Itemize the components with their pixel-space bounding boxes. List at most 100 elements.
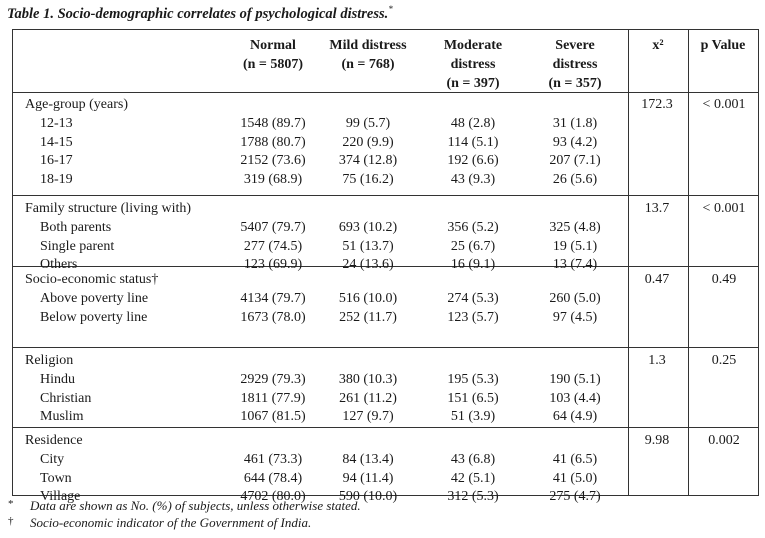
row-label: Above poverty line [40,290,149,306]
cell-normal: 4702 (80.0) [240,489,306,505]
row-label: 12-13 [40,115,73,131]
cell-normal: 1788 (80.7) [240,134,306,150]
section-title: Residence [25,433,83,448]
cell-normal: 461 (73.3) [243,451,303,467]
row-label: Single parent [40,238,115,254]
cell-normal: 1548 (89.7) [240,115,306,131]
row-label: 18-19 [40,172,73,188]
cell-severe: 64 (4.9) [552,409,598,425]
cell-normal: 319 (68.9) [243,172,303,188]
cell-mild: 51 (13.7) [342,238,394,254]
cell-moderate: 16 (9.1) [450,257,496,273]
chi-square-value: 13.7 [644,201,670,216]
section-title: Religion [25,353,74,368]
section-divider [13,195,758,196]
section-title: Family structure (living with) [25,201,192,216]
cell-mild: 590 (10.0) [338,489,398,505]
cell-mild: 252 (11.7) [339,309,397,325]
header-moderate-line-3: (n = 397) [446,76,500,91]
cell-normal: 4134 (79.7) [240,290,306,306]
cell-mild: 220 (9.9) [342,134,394,150]
cell-mild: 261 (11.2) [339,390,397,406]
cell-moderate: 43 (6.8) [450,451,496,467]
cell-moderate: 192 (6.6) [447,153,499,169]
cell-mild: 693 (10.2) [338,219,398,235]
column-divider-chi [628,30,629,495]
cell-moderate: 51 (3.9) [450,409,496,425]
cell-severe: 31 (1.8) [552,115,598,131]
header-normal: Normal (n = 5807) [213,36,333,74]
p-value: 0.002 [708,433,740,448]
cell-normal: 1673 (78.0) [240,309,306,325]
cell-severe: 260 (5.0) [549,290,601,306]
footnote-1-text: Data are shown as No. (%) of subjects, u… [30,498,361,513]
chi-square-value: 1.3 [648,353,666,368]
cell-severe: 190 (5.1) [549,371,601,387]
cell-moderate: 123 (5.7) [447,309,499,325]
footnote-2-mark: † [8,515,14,527]
cell-moderate: 274 (5.3) [447,290,499,306]
cell-moderate: 312 (5.3) [447,489,499,505]
table-caption: Table 1. Socio-demographic correlates of… [7,4,393,23]
cell-mild: 24 (13.6) [342,257,394,273]
header-moderate-line-1: Moderate [443,38,503,53]
header-mild: Mild distress (n = 768) [313,36,423,74]
section-title: Socio-economic status† [25,272,159,287]
section-title: Age-group (years) [25,97,129,112]
row-label: 14-15 [40,134,73,150]
row-label: Village [40,489,81,505]
cell-severe: 41 (5.0) [552,470,598,486]
header-normal-line-2: (n = 5807) [242,57,304,72]
cell-moderate: 43 (9.3) [450,172,496,188]
row-label: Muslim [40,409,84,425]
header-moderate: Moderate distress (n = 397) [423,36,523,93]
chi-square-value: 172.3 [641,97,673,112]
cell-mild: 380 (10.3) [338,371,398,387]
header-divider [13,92,758,93]
caption-mark: * [388,4,393,14]
cell-mild: 127 (9.7) [342,409,394,425]
cell-moderate: 42 (5.1) [450,470,496,486]
header-p-value: p Value [700,38,746,53]
header-severe-line-1: Severe [555,38,595,53]
cell-normal: 1067 (81.5) [240,409,306,425]
cell-severe: 97 (4.5) [552,309,598,325]
row-label: Town [40,470,72,486]
cell-normal: 2929 (79.3) [240,371,306,387]
cell-moderate: 25 (6.7) [450,238,496,254]
footnote-1-mark: * [8,498,14,510]
footnote-2-text: Socio-economic indicator of the Governme… [30,515,312,530]
header-severe-line-2: distress [552,57,598,72]
header-normal-line-1: Normal [250,38,296,53]
cell-severe: 207 (7.1) [549,153,601,169]
p-value: < 0.001 [702,97,746,112]
cell-normal: 644 (78.4) [243,470,303,486]
cell-mild: 84 (13.4) [342,451,394,467]
chi-square-value: 9.98 [644,433,670,448]
cell-severe: 325 (4.8) [549,219,601,235]
row-label: Christian [40,390,92,406]
cell-severe: 26 (5.6) [552,172,598,188]
header-moderate-line-2: distress [450,57,496,72]
cell-moderate: 151 (6.5) [447,390,499,406]
cell-moderate: 48 (2.8) [450,115,496,131]
cell-severe: 93 (4.2) [552,134,598,150]
cell-severe: 41 (6.5) [552,451,598,467]
header-severe: Severe distress (n = 357) [525,36,625,93]
row-label: 16-17 [40,153,73,169]
row-label: Others [40,257,78,273]
cell-moderate: 195 (5.3) [447,371,499,387]
header-severe-line-3: (n = 357) [548,76,602,91]
cell-moderate: 114 (5.1) [447,134,499,150]
section-divider [13,427,758,428]
p-value: 0.25 [711,353,737,368]
cell-normal: 1811 (77.9) [240,390,306,406]
header-mild-line-2: (n = 768) [341,57,395,72]
cell-mild: 374 (12.8) [338,153,398,169]
cell-severe: 19 (5.1) [552,238,598,254]
row-label: Both parents [40,219,112,235]
caption-text: Table 1. Socio-demographic correlates of… [7,5,389,22]
cell-severe: 103 (4.4) [549,390,601,406]
data-table: Normal (n = 5807) Mild distress (n = 768… [12,29,759,504]
column-divider-p [688,30,689,495]
